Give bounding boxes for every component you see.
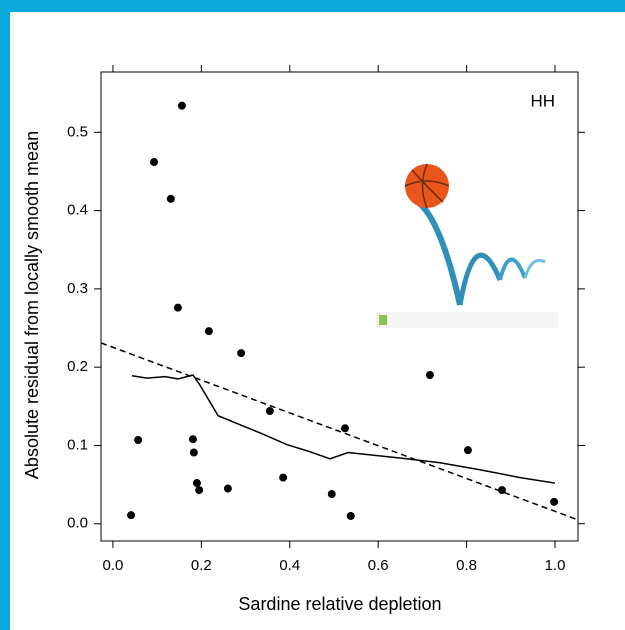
- point: [497, 486, 506, 495]
- point: [237, 349, 246, 358]
- point: [425, 371, 434, 380]
- point: [265, 407, 274, 416]
- y-axis-label: Absolute residual from locally smooth me…: [22, 131, 42, 479]
- point: [188, 435, 197, 444]
- point: [192, 479, 201, 488]
- plot-frame: [100, 71, 579, 542]
- x-tick-label: 0.6: [368, 557, 389, 574]
- y-tick-label: 0.5: [67, 123, 88, 140]
- point: [134, 435, 143, 444]
- point: [463, 446, 472, 455]
- frame-top: [0, 0, 625, 12]
- point: [177, 101, 186, 110]
- point: [195, 486, 204, 495]
- y-tick-label: 0.4: [67, 202, 88, 219]
- point: [204, 327, 213, 336]
- y-tick-label: 0.0: [67, 515, 88, 532]
- point: [189, 448, 198, 457]
- trend-line: [100, 342, 579, 521]
- point: [173, 303, 182, 312]
- point: [166, 194, 175, 203]
- point: [341, 424, 350, 433]
- point: [346, 511, 355, 520]
- y-tick-label: 0.2: [67, 358, 88, 375]
- smooth-line: [131, 374, 556, 484]
- y-tick-label: 0.3: [67, 280, 88, 297]
- overlay-image: [376, 163, 558, 328]
- x-tick-label: 0.8: [456, 557, 477, 574]
- panel-label: HH: [530, 91, 555, 110]
- x-tick-label: 0.4: [279, 557, 300, 574]
- point: [550, 497, 559, 506]
- y-tick-label: 0.1: [67, 436, 88, 453]
- x-axis-label: Sardine relative depletion: [238, 594, 441, 614]
- x-tick-label: 1.0: [545, 557, 566, 574]
- frame-left: [0, 0, 10, 630]
- point: [223, 484, 232, 493]
- point: [150, 158, 159, 167]
- point: [127, 511, 136, 520]
- x-tick-label: 0.2: [191, 557, 212, 574]
- point: [327, 490, 336, 499]
- point: [279, 473, 288, 482]
- x-tick-label: 0.0: [103, 557, 124, 574]
